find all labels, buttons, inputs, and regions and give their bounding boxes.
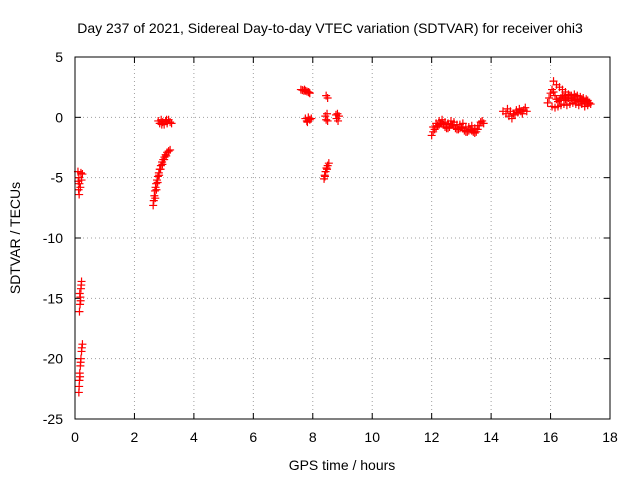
data-point (167, 119, 176, 128)
x-tick-label: 2 (131, 429, 139, 445)
chart-title: Day 237 of 2021, Sidereal Day-to-day VTE… (77, 20, 583, 36)
data-point (303, 118, 312, 127)
data-point (152, 185, 161, 194)
data-point (77, 176, 86, 185)
data-point (323, 109, 332, 118)
data-points (73, 77, 595, 397)
x-tick-label: 16 (543, 429, 559, 445)
data-point (75, 289, 84, 298)
data-point (157, 120, 166, 129)
data-point (166, 145, 175, 154)
data-point (515, 104, 524, 113)
x-tick-labels: 0 2 4 6 8 10 12 14 16 18 (71, 429, 618, 445)
data-point (518, 109, 527, 118)
data-point (300, 85, 309, 94)
data-point (549, 87, 558, 96)
data-point (74, 177, 83, 186)
data-point (156, 165, 165, 174)
data-point (151, 194, 160, 203)
x-tick-label: 18 (602, 429, 618, 445)
data-point (158, 160, 167, 169)
plot-frame (74, 56, 611, 420)
data-point (76, 358, 85, 367)
data-point (164, 147, 173, 156)
data-point (78, 170, 87, 179)
y-tick-label: -25 (43, 411, 63, 427)
data-point (76, 183, 85, 192)
data-point (76, 296, 85, 305)
data-point (77, 281, 86, 290)
data-point (583, 101, 592, 110)
data-point (522, 107, 531, 116)
x-axis-label: GPS time / hours (289, 457, 396, 473)
data-point (322, 115, 331, 124)
y-axis-label: SDTVAR / TECUs (7, 182, 23, 294)
data-point (334, 112, 343, 121)
data-point (162, 151, 171, 160)
data-point (155, 171, 164, 180)
y-tick-label: -5 (51, 170, 64, 186)
data-point (551, 91, 560, 100)
data-point (305, 88, 314, 97)
data-point (320, 172, 329, 181)
data-point (162, 115, 171, 124)
y-tick-label: -20 (43, 351, 63, 367)
data-point (521, 103, 530, 112)
data-point (427, 131, 436, 140)
data-point (479, 119, 488, 128)
data-point (323, 94, 332, 103)
x-tick-label: 6 (249, 429, 257, 445)
y-tick-label: 5 (55, 49, 63, 65)
data-point (74, 388, 83, 397)
data-point (75, 190, 84, 199)
data-point (153, 178, 162, 187)
grid (75, 57, 610, 419)
data-point (543, 98, 552, 107)
y-tick-labels: 5 0 -5 -10 -15 -20 -25 (43, 49, 63, 427)
y-tick-label: 0 (55, 109, 63, 125)
data-point (334, 116, 343, 125)
data-point (323, 165, 332, 174)
data-point (545, 94, 554, 103)
data-point (76, 372, 85, 381)
data-point (473, 121, 482, 130)
x-tick-label: 10 (364, 429, 380, 445)
data-point (76, 168, 85, 177)
data-point (324, 159, 333, 168)
x-tick-label: 14 (483, 429, 499, 445)
x-tick-label: 8 (309, 429, 317, 445)
x-tick-label: 4 (190, 429, 198, 445)
data-point (582, 95, 591, 104)
x-tick-label: 12 (424, 429, 440, 445)
y-tick-label: -15 (43, 290, 63, 306)
x-tick-label: 0 (71, 429, 79, 445)
data-point (75, 307, 84, 316)
data-point (307, 114, 316, 123)
data-point (77, 343, 86, 352)
data-point (323, 116, 332, 125)
y-tick-label: -10 (43, 230, 63, 246)
